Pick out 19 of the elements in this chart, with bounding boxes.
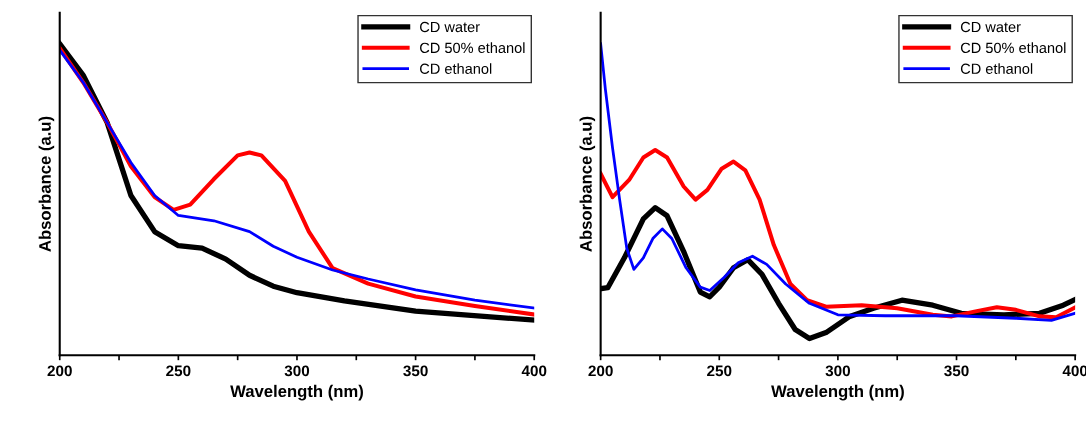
y-axis-title: Absorbance (a.u): [579, 116, 596, 252]
x-tick-label: 350: [944, 365, 969, 377]
legend-label: CD 50% ethanol: [960, 42, 1066, 54]
x-axis-title: Wavelength (nm): [230, 384, 363, 401]
x-tick-label: 300: [284, 365, 310, 377]
x-axis-title: Wavelength (nm): [771, 384, 904, 401]
x-tick-label: 200: [47, 365, 72, 377]
x-tick-label: 250: [707, 365, 732, 377]
y-axis-title: Absorbance (a.u): [38, 116, 55, 252]
legend-label: CD 50% ethanol: [420, 42, 525, 54]
x-tick-label: 350: [403, 365, 428, 377]
legend-label: CD water: [420, 21, 480, 33]
x-tick-label: 300: [825, 365, 851, 377]
legend-label: CD ethanol: [960, 63, 1033, 74]
legend-label: CD water: [960, 21, 1021, 33]
legend-label: CD ethanol: [420, 63, 492, 74]
x-tick-label: 400: [521, 365, 547, 377]
x-tick-label: 200: [588, 365, 613, 377]
x-tick-label: 250: [166, 365, 191, 377]
